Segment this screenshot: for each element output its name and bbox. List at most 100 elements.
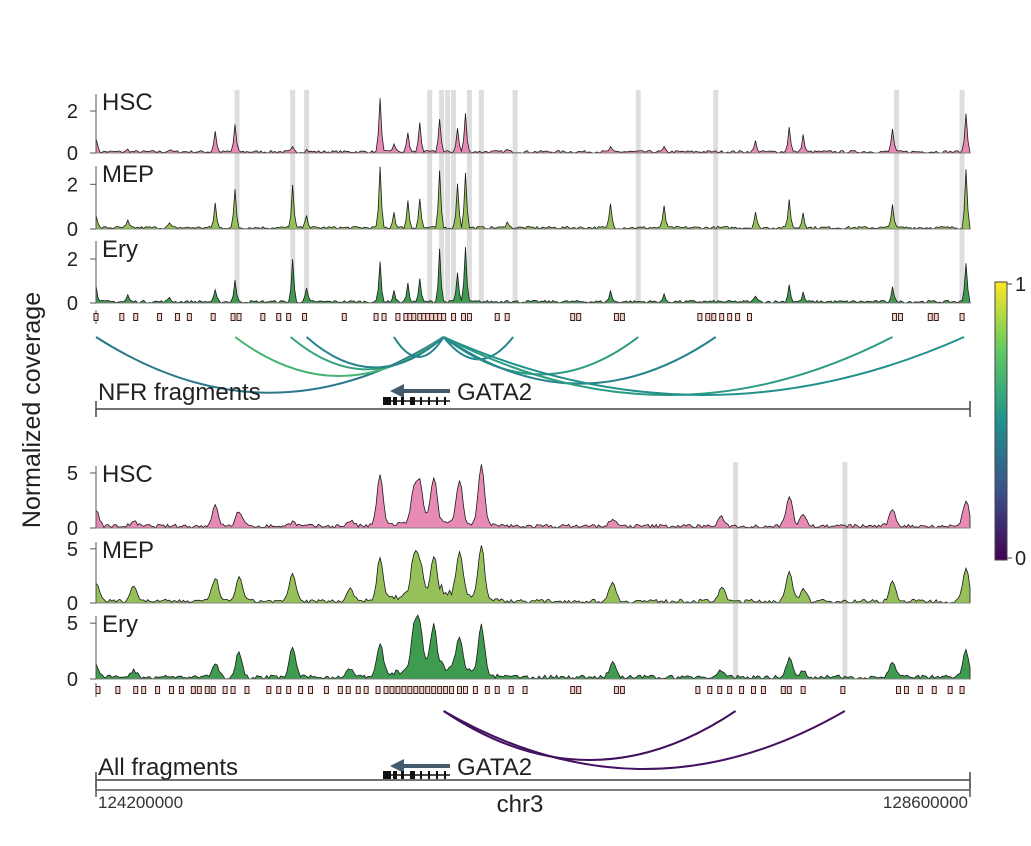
loop-arc bbox=[443, 710, 737, 761]
peak-box bbox=[389, 686, 395, 694]
peak-box bbox=[337, 686, 343, 694]
y-axis-label: Normalized coverage bbox=[18, 292, 46, 528]
peak-track bbox=[95, 683, 965, 697]
highlight-region bbox=[478, 90, 484, 303]
peak-box bbox=[466, 313, 472, 321]
x-tick-start: 124200000 bbox=[98, 793, 183, 812]
peak-box bbox=[711, 313, 717, 321]
peak-box bbox=[717, 686, 723, 694]
track-label-ery: Ery bbox=[102, 611, 138, 638]
gene-arrow-head bbox=[390, 384, 404, 398]
highlight-region bbox=[439, 90, 445, 303]
loop-arc bbox=[443, 710, 846, 770]
signal-area-hsc bbox=[95, 98, 971, 154]
peak-box bbox=[462, 686, 468, 694]
loop-arc bbox=[443, 336, 717, 385]
peak-box bbox=[401, 686, 407, 694]
gene-exon bbox=[436, 397, 438, 405]
gene-annotation: GATA2 bbox=[383, 379, 532, 406]
y-tick-label: 2 bbox=[67, 249, 78, 271]
gene-annotation: GATA2 bbox=[383, 754, 532, 781]
gene-exon bbox=[383, 397, 391, 405]
peak-box bbox=[403, 313, 409, 321]
colorbar-scale bbox=[994, 281, 1008, 561]
gene-exon bbox=[401, 771, 404, 779]
loop-track bbox=[95, 336, 965, 396]
peak-box bbox=[95, 686, 101, 694]
peak-box bbox=[576, 686, 582, 694]
track-label-mep: MEP bbox=[102, 537, 154, 564]
gene-exon bbox=[444, 397, 446, 405]
peak-box bbox=[204, 686, 210, 694]
peak-box bbox=[381, 313, 387, 321]
track-label-ery: Ery bbox=[102, 236, 138, 263]
peak-box bbox=[695, 686, 701, 694]
peak-box bbox=[494, 686, 500, 694]
panel-label: NFR fragments bbox=[98, 379, 261, 406]
gene-exon bbox=[444, 771, 446, 779]
peak-box bbox=[276, 686, 282, 694]
y-tick-label: 5 bbox=[67, 463, 78, 485]
peak-box bbox=[508, 686, 514, 694]
highlight-region bbox=[733, 462, 739, 679]
peak-box bbox=[210, 313, 216, 321]
highlight-region bbox=[304, 90, 310, 303]
peak-box bbox=[244, 686, 250, 694]
highlight-region bbox=[427, 90, 433, 303]
gene-exon bbox=[393, 397, 397, 405]
gene-arrow-head bbox=[390, 759, 404, 773]
peak-box bbox=[178, 686, 184, 694]
gene-exon bbox=[401, 397, 404, 405]
gene-exon bbox=[428, 771, 430, 779]
highlight-region bbox=[512, 90, 518, 303]
peak-box bbox=[619, 686, 625, 694]
peak-box bbox=[613, 313, 619, 321]
peak-box bbox=[210, 686, 216, 694]
signal-area-ery bbox=[95, 614, 971, 680]
highlight-region bbox=[959, 90, 965, 303]
peak-box bbox=[719, 313, 725, 321]
peak-box bbox=[407, 686, 413, 694]
peak-box bbox=[286, 686, 292, 694]
peak-box bbox=[411, 313, 417, 321]
colorbar-tick-min: 0 bbox=[1015, 548, 1026, 570]
peak-box bbox=[174, 313, 180, 321]
peak-box bbox=[760, 686, 766, 694]
x-tick-end: 128600000 bbox=[883, 793, 968, 812]
peak-box bbox=[298, 686, 304, 694]
gene-exon bbox=[420, 771, 422, 779]
peak-box bbox=[705, 313, 711, 321]
peak-box bbox=[373, 313, 379, 321]
track-label-mep: MEP bbox=[102, 161, 154, 188]
peak-box bbox=[441, 313, 447, 321]
peak-box bbox=[230, 313, 236, 321]
peak-box bbox=[449, 686, 455, 694]
loop-arc bbox=[234, 336, 445, 378]
gene-exon bbox=[410, 771, 415, 779]
peak-box bbox=[613, 686, 619, 694]
peak-box bbox=[266, 686, 272, 694]
peak-box bbox=[421, 313, 427, 321]
peak-box bbox=[119, 313, 125, 321]
peak-box bbox=[190, 686, 196, 694]
highlight-region bbox=[713, 90, 719, 303]
peak-box bbox=[133, 313, 139, 321]
peak-box bbox=[697, 313, 703, 321]
peak-box bbox=[959, 686, 965, 694]
gene-exon bbox=[436, 771, 438, 779]
peak-box bbox=[429, 313, 435, 321]
track-mep: 0 5 MEP bbox=[67, 537, 971, 615]
peak-box bbox=[933, 313, 939, 321]
panel-label: All fragments bbox=[98, 754, 238, 781]
highlight-region bbox=[894, 90, 900, 303]
peak-box bbox=[93, 313, 99, 321]
peak-box bbox=[786, 686, 792, 694]
highlight-region bbox=[842, 462, 848, 679]
peak-box bbox=[931, 686, 937, 694]
peak-box bbox=[895, 686, 901, 694]
peak-box bbox=[276, 313, 282, 321]
peak-box bbox=[222, 686, 228, 694]
